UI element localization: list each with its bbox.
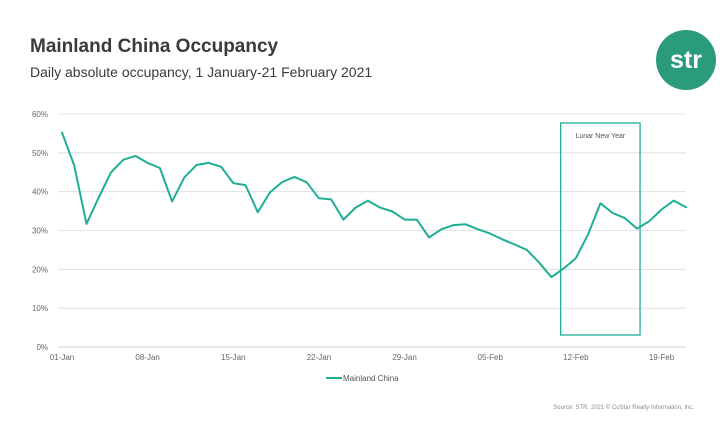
series-line-mainland-china	[61, 131, 687, 279]
x-tick-label: 22-Jan	[307, 353, 331, 362]
y-axis-ticks: 0% 10% 20% 30% 40% 50% 60%	[32, 110, 48, 352]
chart-title: Mainland China Occupancy	[30, 36, 279, 57]
y-tick-label: 50%	[32, 149, 48, 158]
annotation-layer: Lunar New Year	[559, 122, 641, 336]
y-tick-label: 40%	[32, 188, 48, 197]
y-tick-label: 60%	[32, 110, 48, 119]
y-tick-label: 0%	[36, 343, 48, 352]
y-tick-label: 30%	[32, 227, 48, 236]
gridlines	[58, 113, 686, 348]
x-tick-label: 29-Jan	[392, 353, 416, 362]
legend-label: Mainland China	[343, 374, 399, 383]
x-tick-label: 19-Feb	[649, 353, 675, 362]
lunar-new-year-box	[559, 122, 641, 336]
str-logo: str	[656, 30, 716, 90]
lunar-new-year-label: Lunar New Year	[575, 133, 625, 140]
y-tick-label: 10%	[32, 304, 48, 313]
legend: Mainland China	[326, 374, 399, 383]
x-tick-label: 15-Jan	[221, 353, 245, 362]
y-tick-label: 20%	[32, 265, 48, 274]
x-axis-ticks: 01-Jan 08-Jan 15-Jan 22-Jan 29-Jan 05-Feb 12-F…	[50, 353, 675, 362]
x-tick-label: 01-Jan	[50, 353, 74, 362]
chart-subtitle: Daily absolute occupancy, 1 January-21 F…	[30, 64, 373, 80]
series-layer	[61, 131, 687, 279]
x-tick-label: 05-Feb	[478, 353, 504, 362]
x-tick-label: 08-Jan	[135, 353, 159, 362]
source-note: Source: STR. 2021 © CoStar Realty Inform…	[553, 405, 694, 411]
x-tick-label: 12-Feb	[563, 353, 589, 362]
